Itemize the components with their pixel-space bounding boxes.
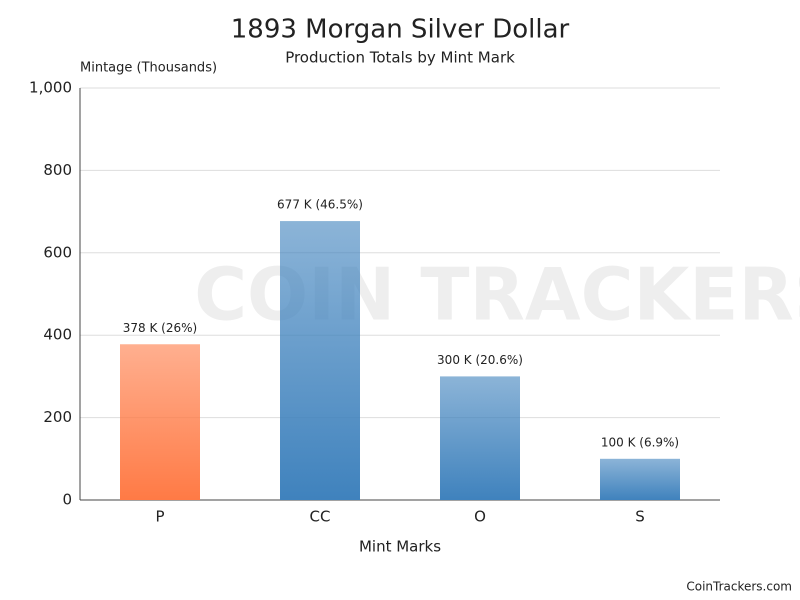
- data-label: 100 K (6.9%): [601, 435, 679, 449]
- x-axis-label: Mint Marks: [359, 538, 441, 556]
- x-tick-label: CC: [310, 508, 331, 526]
- y-tick-label: 0: [62, 491, 72, 509]
- data-label: 300 K (20.6%): [437, 353, 523, 367]
- y-tick-label: 400: [43, 326, 72, 344]
- bar: [120, 344, 200, 500]
- x-tick-label: O: [474, 508, 486, 526]
- bar: [440, 376, 520, 500]
- data-label: 378 K (26%): [123, 321, 197, 335]
- y-axis-label: Mintage (Thousands): [80, 61, 217, 76]
- chart-subtitle: Production Totals by Mint Mark: [285, 49, 515, 67]
- x-tick-label: S: [635, 508, 645, 526]
- data-label: 677 K (46.5%): [277, 198, 363, 212]
- y-tick-label: 800: [43, 161, 72, 179]
- x-tick-label: P: [155, 508, 164, 526]
- y-tick-label: 1,000: [29, 79, 72, 97]
- y-tick-label: 600: [43, 243, 72, 261]
- chart-title: 1893 Morgan Silver Dollar: [231, 15, 570, 45]
- credits: CoinTrackers.com: [686, 580, 792, 594]
- y-tick-label: 200: [43, 408, 72, 426]
- bar: [600, 458, 680, 500]
- bar: [280, 221, 360, 501]
